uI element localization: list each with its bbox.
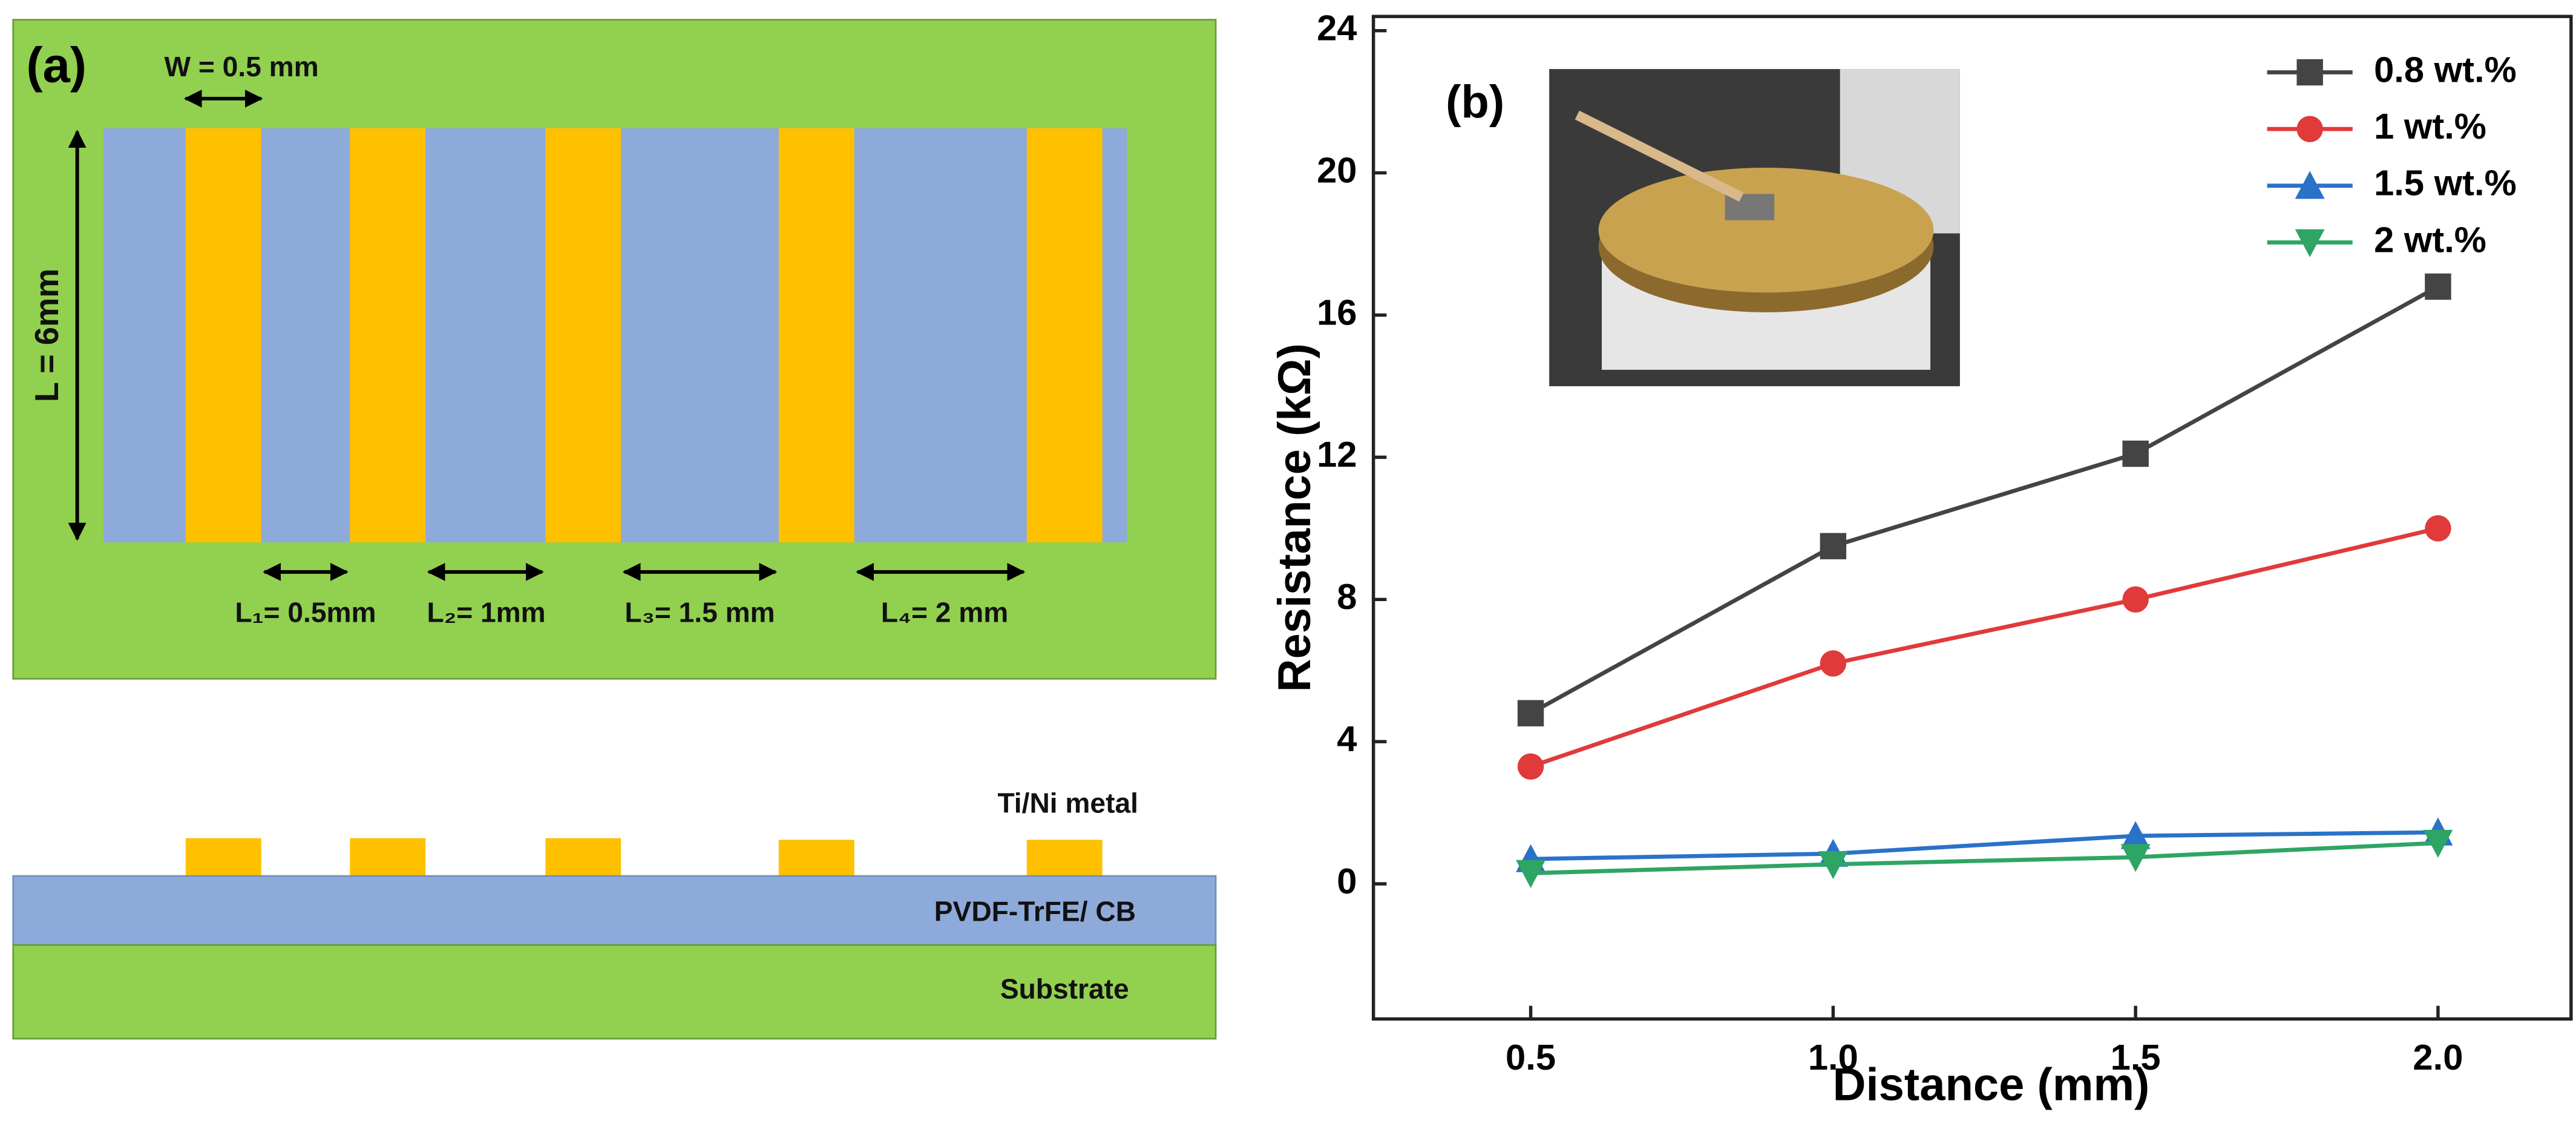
marker: [1517, 753, 1544, 780]
length-label: L = 6mm: [28, 268, 65, 402]
x-axis-label: Distance (mm): [1833, 1059, 2150, 1110]
panel-label: (a): [26, 38, 87, 93]
legend-label: 1.5 wt.%: [2374, 163, 2517, 203]
y-tick-label: 8: [1337, 576, 1357, 617]
marker: [2425, 515, 2451, 542]
y-tick-label: 20: [1317, 150, 1357, 190]
legend-label: 0.8 wt.%: [2374, 49, 2517, 90]
series-line: [1530, 526, 2439, 769]
y-tick-label: 12: [1317, 434, 1357, 475]
marker: [2425, 273, 2451, 300]
substrate-side: [12, 944, 1217, 1040]
y-tick-label: 0: [1337, 861, 1357, 901]
plot-frame: [1371, 15, 2573, 1021]
panel-b: (b) Distance (mm) Resistance (kΩ) 0 4 8 12 1…: [1269, 7, 2573, 1110]
marker: [2122, 586, 2149, 613]
series-line: [1530, 830, 2438, 861]
marker: [2295, 171, 2325, 199]
x-tick-label: 0.5: [1506, 1037, 1556, 1077]
marker: [2295, 229, 2325, 257]
film-side: [12, 875, 1217, 946]
panel-label: (b): [1446, 76, 1504, 128]
legend-label: 1 wt.%: [2374, 106, 2486, 146]
layer-label: Substrate: [1000, 973, 1129, 1004]
marker: [2423, 829, 2453, 858]
marker: [1818, 851, 1848, 880]
y-tick-label: 4: [1337, 719, 1357, 759]
marker: [2120, 844, 2151, 872]
marker: [2296, 116, 2323, 142]
width-label: W = 0.5 mm: [164, 51, 318, 82]
marker: [1516, 860, 1546, 888]
electrodes: [185, 128, 1103, 542]
inset-photo: [1549, 69, 1960, 387]
gap-label: L₃= 1.5 mm: [624, 597, 775, 628]
y-axis-label: Resistance (kΩ): [1269, 343, 1320, 692]
marker: [1517, 700, 1544, 726]
marker: [2296, 59, 2323, 86]
marker: [1820, 650, 1847, 677]
gap-label: L₁= 0.5mm: [235, 597, 376, 628]
series-line: [1530, 841, 2439, 875]
marker: [1820, 533, 1847, 559]
marker: [2120, 821, 2151, 849]
x-tick-label: 2.0: [2413, 1037, 2463, 1077]
y-tick-label: 24: [1317, 7, 1357, 48]
electrodes-side: [185, 838, 1103, 877]
y-tick-label: 16: [1317, 292, 1357, 332]
gap-label: L₄= 2 mm: [881, 597, 1008, 628]
x-tick-label: 1.0: [1808, 1037, 1858, 1077]
x-tick-label: 1.5: [2111, 1037, 2161, 1077]
marker: [2122, 440, 2149, 467]
layer-label: Ti/Ni metal: [997, 788, 1138, 819]
legend-label: 2 wt.%: [2374, 219, 2486, 260]
panel-a: (a) W = 0.5 mm L = 6mm L₁= 0.5mm L₂= 1mm…: [12, 19, 1217, 1040]
layer-label: PVDF-TrFE/ CB: [934, 896, 1136, 927]
gap-label: L₂= 1mm: [427, 597, 546, 628]
series-line: [1529, 285, 2439, 716]
